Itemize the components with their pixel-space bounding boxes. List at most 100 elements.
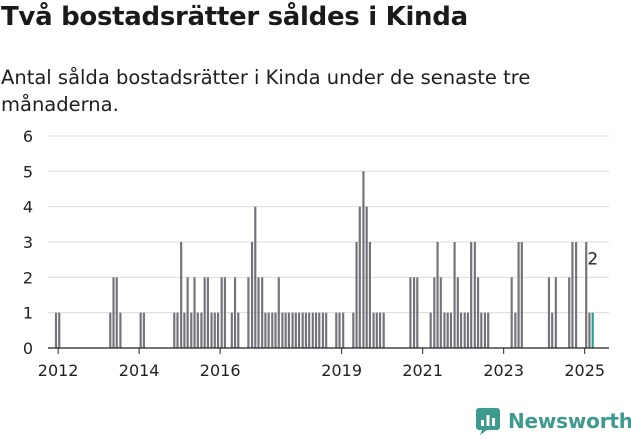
x-tick-label: 2012: [38, 361, 79, 380]
bar: [514, 312, 517, 348]
gridlines: [48, 135, 609, 314]
bar: [190, 312, 193, 348]
bar: [109, 312, 112, 348]
bar: [54, 312, 58, 348]
bar: [325, 312, 328, 348]
bar: [368, 242, 371, 348]
bar: [311, 312, 314, 348]
bar: [439, 277, 442, 348]
bar: [308, 312, 311, 348]
bars: [54, 171, 594, 348]
y-tick-label: 2: [23, 268, 33, 287]
bar: [585, 242, 588, 348]
bar: [180, 242, 183, 348]
bar: [216, 312, 220, 348]
bar: [237, 312, 240, 348]
bar: [176, 312, 179, 348]
bar: [223, 277, 226, 348]
bar: [142, 312, 145, 348]
bar: [186, 277, 189, 348]
y-axis: 0 1 2 3 4 5 6: [23, 127, 33, 358]
bar: [335, 312, 338, 348]
bar: [429, 312, 432, 348]
x-tick-label: 2019: [321, 361, 362, 380]
y-tick-label: 4: [23, 198, 33, 217]
bar: [257, 277, 260, 348]
bar: [568, 277, 571, 348]
bar: [250, 242, 254, 348]
bar-highlight: [591, 312, 594, 348]
y-tick-label: 0: [23, 339, 33, 358]
bar: [436, 242, 439, 348]
bar: [210, 312, 213, 348]
bar: [547, 277, 551, 348]
y-tick-label: 6: [23, 127, 33, 146]
x-tick-label: 2016: [200, 361, 241, 380]
bar: [277, 277, 280, 348]
bar: [220, 277, 223, 348]
bar: [517, 242, 520, 348]
x-tick-label: 2021: [402, 361, 443, 380]
y-tick-label: 3: [23, 233, 33, 252]
bar: [304, 312, 308, 348]
newsworthy-logo-icon: [476, 408, 500, 435]
bar: [446, 312, 449, 348]
bar: [297, 312, 301, 348]
bar: [551, 312, 554, 348]
bar: [321, 312, 325, 348]
bar: [453, 242, 456, 348]
bar: [433, 277, 436, 348]
bar: [318, 312, 321, 348]
bar: [267, 312, 270, 348]
bar: [372, 312, 375, 348]
bar: [412, 277, 416, 348]
bar: [358, 206, 361, 348]
bar: [139, 312, 142, 348]
bar: [459, 312, 463, 348]
bar: [196, 312, 199, 348]
bar: [480, 312, 483, 348]
bar: [554, 277, 557, 348]
x-tick-label: 2023: [483, 361, 524, 380]
bar: [365, 206, 368, 348]
bar: [375, 312, 378, 348]
bar: [58, 312, 61, 348]
bar: [352, 312, 355, 348]
bar: [274, 312, 277, 348]
bar: [294, 312, 297, 348]
x-axis: 2012 2014 2016 2019 2021 2023 2025: [38, 347, 609, 380]
chart-title: Två bostadsrätter såldes i Kinda: [1, 2, 468, 32]
bar: [463, 312, 466, 348]
newsworthy-logo: Newsworthy: [476, 407, 631, 435]
x-tick-label: 2025: [564, 361, 605, 380]
bar: [466, 312, 470, 348]
bar: [301, 312, 304, 348]
bar: [112, 277, 115, 348]
bar: [173, 312, 176, 348]
bar: [338, 312, 341, 348]
bar: [588, 312, 591, 348]
y-tick-label: 5: [23, 162, 33, 181]
bar: [520, 242, 523, 348]
bar: [119, 312, 122, 348]
bar: [476, 277, 480, 348]
bar: [200, 312, 203, 348]
bar: [571, 242, 574, 348]
bar: [510, 277, 513, 348]
bar: [416, 277, 419, 348]
bar: [470, 242, 473, 348]
bar: [378, 312, 382, 348]
bar: [487, 312, 490, 348]
bar: [183, 312, 186, 348]
bar: [254, 206, 257, 348]
bar: [261, 277, 264, 348]
bar: [473, 242, 476, 348]
bar: [230, 312, 233, 348]
bar: [247, 277, 250, 348]
bar: [206, 277, 209, 348]
bar: [409, 277, 412, 348]
bar: [456, 277, 459, 348]
bar: [449, 312, 453, 348]
bar: [314, 312, 318, 348]
bar: [443, 312, 446, 348]
